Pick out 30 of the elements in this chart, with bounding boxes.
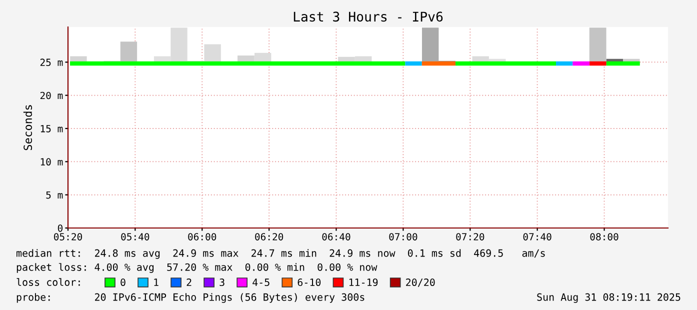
x-tick-label: 06:00: [188, 233, 216, 240]
legend-label: 3: [220, 278, 224, 286]
x-tick-label: 07:00: [389, 233, 418, 240]
legend-label: 20/20: [406, 278, 435, 287]
y-tick-label: 25 m: [40, 58, 63, 66]
x-tick-label: 05:20: [54, 233, 82, 240]
y-axis-title: Seconds: [23, 105, 32, 150]
y-tick-label: 10 m: [40, 158, 63, 166]
chart-title: Last 3 Hours - IPv6: [294, 12, 443, 22]
text: Sun Aug 31 08:19:11 2025: [537, 293, 680, 303]
text: median rtt: 24.8 ms avg 24.9 ms max 24.7 ms min 24.9 ms now 0.1 ms sd 469.5 am/s: [16, 249, 545, 259]
x-tick-label: 07:40: [523, 233, 552, 240]
legend-label: 1: [154, 278, 158, 286]
y-tick-label: 20 m: [40, 92, 63, 100]
y-tick-label: 0: [58, 224, 63, 232]
text: probe: 20 IPv6-ICMP Echo Pings (56 Bytes) every 300s: [16, 293, 364, 303]
x-tick-label: 07:20: [456, 233, 484, 240]
y-tick-label: 15 m: [40, 125, 63, 132]
x-tick-label: 06:40: [322, 233, 350, 240]
x-tick-label: 08:00: [590, 233, 618, 240]
x-tick-label: 06:20: [255, 233, 284, 240]
y-tick-label: 5 m: [46, 191, 63, 199]
legend-label: 0: [120, 278, 126, 286]
x-tick-label: 05:40: [121, 233, 150, 240]
legend-label: 4-5: [252, 278, 270, 286]
text: packet loss: 4.00 % avg 57.20 % max 0.00 % min 0.00 % now: [16, 263, 378, 273]
legend-label: 6-10: [298, 278, 321, 286]
legend-label: 11-19: [349, 278, 378, 286]
legend-label: 2: [186, 278, 192, 286]
legend-title: loss color:: [16, 278, 80, 286]
